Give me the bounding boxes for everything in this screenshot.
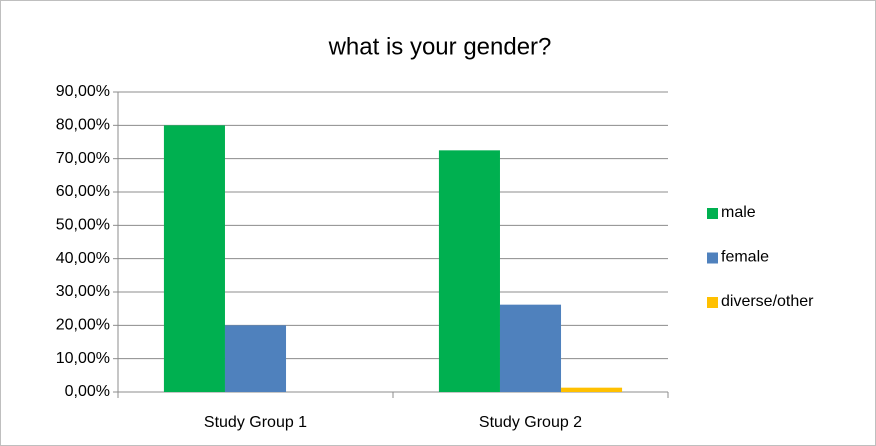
legend-swatch bbox=[707, 297, 718, 308]
y-tick-label: 30,00% bbox=[56, 283, 110, 300]
y-tick-label: 70,00% bbox=[56, 150, 110, 167]
y-tick-label: 80,00% bbox=[56, 117, 110, 134]
y-tick-label: 60,00% bbox=[56, 183, 110, 200]
bar bbox=[163, 125, 225, 392]
x-tick-label: Study Group 1 bbox=[204, 414, 307, 431]
bar bbox=[499, 304, 562, 392]
y-tick-label: 10,00% bbox=[56, 350, 110, 367]
y-tick-label: 20,00% bbox=[56, 317, 110, 334]
legend-swatch bbox=[707, 208, 718, 219]
bar bbox=[561, 387, 623, 392]
y-tick-label: 40,00% bbox=[56, 250, 110, 267]
y-tick-label: 0,00% bbox=[65, 383, 110, 400]
legend-swatch bbox=[707, 252, 718, 264]
legend-label: diverse/other bbox=[721, 293, 814, 310]
y-tick-label: 50,00% bbox=[56, 217, 110, 234]
legend-label: female bbox=[721, 249, 769, 266]
x-tick-label: Study Group 2 bbox=[479, 414, 582, 431]
y-tick-label: 90,00% bbox=[56, 83, 110, 100]
legend-label: male bbox=[721, 204, 756, 221]
chart-title: what is your gender? bbox=[328, 33, 552, 60]
bar bbox=[438, 150, 500, 392]
bar bbox=[224, 325, 287, 392]
